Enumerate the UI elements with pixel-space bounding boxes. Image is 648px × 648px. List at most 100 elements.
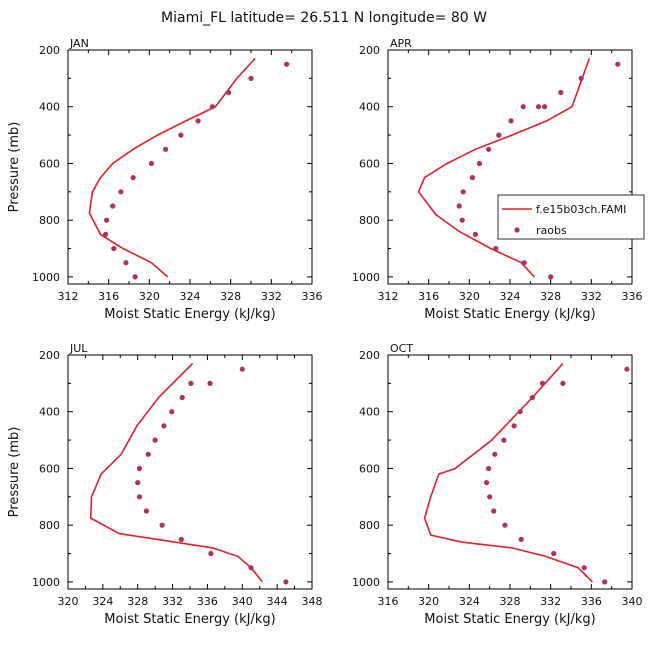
raob-point (558, 89, 564, 96)
x-tick-label: 324 (459, 595, 480, 608)
raob-point (486, 146, 492, 152)
x-tick-label: 312 (58, 290, 79, 303)
raob-point (469, 175, 475, 181)
raob-point (578, 75, 584, 81)
x-tick-label: 312 (378, 290, 399, 303)
raob-point (459, 217, 465, 223)
x-tick-label: 320 (459, 290, 480, 303)
raob-point (118, 189, 124, 195)
raob-point (502, 522, 508, 528)
y-tick-label: 600 (39, 462, 60, 475)
x-tick-label: 324 (500, 290, 521, 303)
x-axis-label: Moist Static Energy (kJ/kg) (424, 612, 595, 627)
x-tick-label: 320 (58, 595, 79, 608)
raob-point (195, 118, 201, 124)
y-tick-label: 600 (359, 157, 380, 170)
legend-marker-swatch (514, 227, 520, 233)
y-tick-label: 400 (39, 406, 60, 419)
y-tick-label: 200 (39, 349, 60, 362)
raob-point (188, 380, 194, 386)
raob-point (143, 508, 149, 514)
raob-point (208, 550, 214, 557)
y-tick-label: 400 (359, 406, 380, 419)
y-tick-label: 800 (359, 214, 380, 227)
raob-point (624, 366, 630, 372)
plot-frame (387, 49, 633, 285)
raob-point (136, 494, 143, 500)
legend-model-label: f.e15b03ch.FAMI (536, 203, 626, 216)
x-axis-label: Moist Static Energy (kJ/kg) (104, 307, 275, 322)
x-tick-label: 324 (180, 290, 201, 303)
x-tick-label: 336 (302, 290, 323, 303)
figure-title: Miami_FL latitude= 26.511 N longitude= 8… (161, 10, 487, 26)
y-tick-label: 800 (39, 519, 60, 532)
x-tick-label: 336 (581, 595, 602, 608)
y-axis-label: Pressure (mb) (7, 122, 22, 213)
raob-point (487, 494, 493, 500)
panel-jul: 320 324 328 332 336 340 344 348 200 400 600 800 1000… (7, 342, 323, 627)
x-axis-label: Moist Static Energy (kJ/kg) (104, 612, 275, 627)
raob-point (518, 536, 524, 543)
raob-point (460, 189, 466, 195)
y-tick-label: 1000 (32, 271, 60, 284)
raob-point (529, 394, 536, 401)
y-tick-label: 600 (39, 157, 60, 170)
x-tick-label: 340 (622, 595, 643, 608)
x-tick-label: 316 (418, 290, 439, 303)
raob-point (248, 75, 254, 81)
x-tick-label: 332 (540, 595, 561, 608)
raob-point (179, 394, 185, 401)
y-tick-label: 800 (359, 519, 380, 532)
raob-point (239, 366, 245, 372)
raob-point (178, 536, 184, 543)
x-tick-label: 332 (162, 595, 183, 608)
raob-point (496, 132, 502, 138)
raob-point (501, 437, 507, 443)
raob-point (539, 380, 546, 386)
raob-point (602, 579, 608, 585)
y-tick-label: 1000 (32, 576, 60, 589)
x-tick-label: 336 (197, 595, 218, 608)
raob-point (551, 550, 557, 557)
panel-jan: 312 316 320 324 328 332 336 200 400 600 800 1000 JAN… (7, 37, 323, 322)
raob-point (152, 437, 158, 443)
panel-oct: 316 320 324 328 332 336 340 200 400 600 800 1000 OCT… (352, 342, 643, 627)
raob-point (492, 451, 498, 457)
x-tick-label: 324 (92, 595, 113, 608)
raob-point (476, 160, 483, 167)
raob-point (226, 89, 232, 96)
raob-point (136, 465, 143, 472)
y-tick-label: 200 (359, 44, 380, 57)
raob-point (103, 231, 109, 237)
model-profile-line (88, 57, 256, 278)
x-tick-label: 340 (232, 595, 253, 608)
x-tick-label: 320 (418, 595, 439, 608)
plot-frame (67, 49, 313, 285)
raob-point (560, 380, 566, 386)
raob-point (178, 132, 184, 138)
raob-point (148, 160, 154, 167)
raob-point (493, 245, 499, 252)
raob-point (207, 380, 213, 386)
x-tick-label: 344 (267, 595, 288, 608)
raob-point (615, 61, 621, 67)
raob-point (123, 260, 129, 266)
raob-point (159, 522, 165, 528)
plot-frame (387, 354, 633, 590)
x-tick-label: 332 (581, 290, 602, 303)
panel-title: APR (390, 37, 412, 50)
raob-point (542, 104, 548, 110)
x-tick-label: 316 (98, 290, 119, 303)
panel-title: OCT (390, 342, 413, 355)
x-tick-label: 328 (220, 290, 241, 303)
panel-title: JAN (69, 37, 89, 50)
raob-point (456, 203, 462, 209)
raob-point (520, 104, 526, 110)
model-profile-line (417, 58, 591, 278)
raob-point (472, 231, 478, 237)
raob-point (163, 146, 169, 152)
model-profile-line (423, 362, 593, 583)
raob-point (110, 203, 116, 209)
y-tick-label: 200 (359, 349, 380, 362)
raob-point (508, 118, 514, 124)
